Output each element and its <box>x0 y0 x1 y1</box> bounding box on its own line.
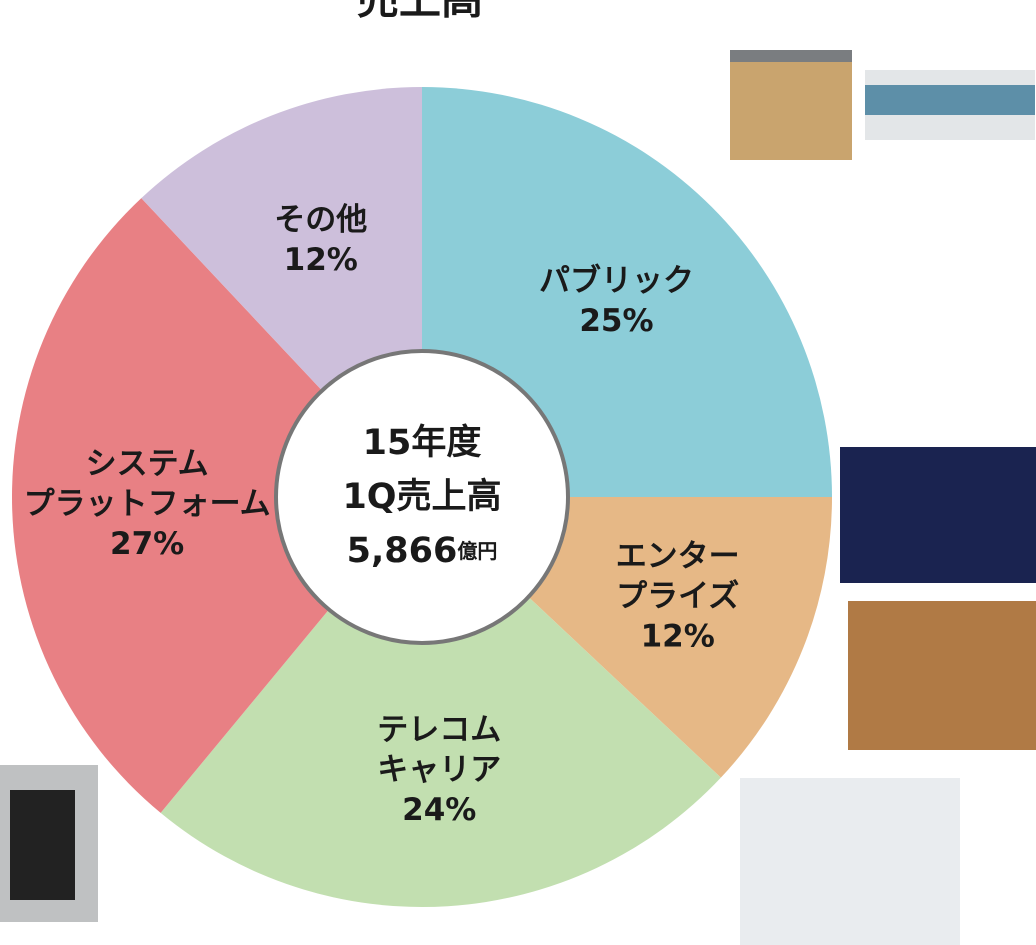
slice-label: テレコム <box>377 712 501 748</box>
value-label: 25% <box>579 303 653 339</box>
value-label: 27% <box>110 526 184 562</box>
center-metric: 1Q売上高 <box>342 477 501 517</box>
value-label: 24% <box>402 792 476 828</box>
photo-warehouse <box>848 601 1036 750</box>
photo-meeting <box>740 778 960 945</box>
center-unit: 億円 <box>457 539 497 563</box>
slice-label: その他 <box>274 202 367 238</box>
slice-label: パブリック <box>539 263 694 299</box>
pie-slice <box>11 198 423 813</box>
center-year: 15年度 <box>363 423 482 463</box>
chart-title: 売上高 <box>357 0 483 24</box>
center-amount-value: 5,866 <box>347 531 458 571</box>
slice-label: プライズ <box>616 579 739 615</box>
slice-label: キャリア <box>377 752 501 788</box>
photo-buildings <box>730 50 1035 160</box>
photo-server-unit <box>10 790 75 900</box>
value-label: 12% <box>284 242 358 278</box>
photo-plant <box>840 447 1036 583</box>
slice-label: エンター <box>616 539 740 575</box>
value-label: 12% <box>641 619 715 655</box>
slice-label: プラットフォーム <box>24 486 271 522</box>
slice-label: システム <box>86 446 209 482</box>
center-circle <box>274 349 570 645</box>
pie-slice <box>160 497 721 907</box>
center-amount: 5,866億円 <box>347 531 498 571</box>
